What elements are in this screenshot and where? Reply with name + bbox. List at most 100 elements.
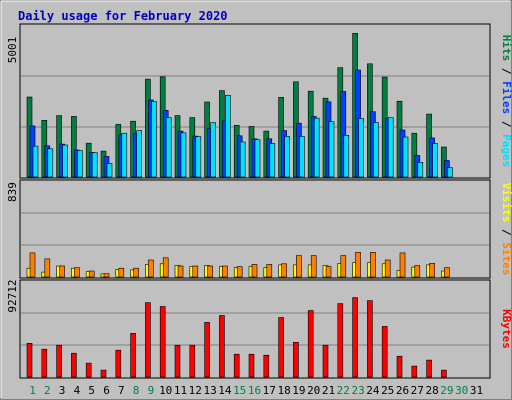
sites-bar <box>118 267 125 278</box>
pages-bar <box>269 143 276 178</box>
pages-bar <box>32 145 39 178</box>
kbytes-bar <box>26 342 33 378</box>
sites-bar <box>162 257 169 278</box>
day-label: 16 <box>248 384 261 397</box>
kbytes-bar <box>307 310 314 378</box>
day-label: 24 <box>366 384 380 397</box>
kbytes-bar <box>100 369 107 378</box>
sites-bar <box>192 265 199 278</box>
panel-bottom <box>19 279 491 379</box>
day-label: 9 <box>148 384 155 397</box>
day-label: 23 <box>351 384 364 397</box>
sites-bar <box>44 258 51 278</box>
day-label: 10 <box>159 384 172 397</box>
pages-bar <box>284 136 290 178</box>
kbytes-bar <box>174 344 181 378</box>
day-label: 2 <box>44 384 51 397</box>
kbytes-bar <box>233 353 240 378</box>
sites-bar <box>266 264 273 278</box>
day-label: 14 <box>218 384 232 397</box>
pages-bar <box>313 117 320 178</box>
kbytes-bar <box>381 326 388 378</box>
pages-bar <box>447 167 453 178</box>
chart-title: Daily usage for February 2020 <box>18 9 228 23</box>
pages-bar <box>343 135 350 178</box>
kbytes-bar <box>367 300 373 378</box>
kbytes-bar <box>263 354 270 378</box>
middle-max-label: 839 <box>6 182 19 202</box>
kbytes-bar <box>411 365 418 378</box>
bars-middle <box>26 252 450 278</box>
pages-bar <box>91 152 98 178</box>
kbytes-bar <box>426 359 432 378</box>
kbytes-bar <box>71 352 77 378</box>
kbytes-bar <box>145 302 151 378</box>
kbytes-bar <box>41 348 48 378</box>
bars-top <box>26 32 453 178</box>
sites-bar <box>29 252 36 278</box>
sites-bar <box>384 259 391 278</box>
day-label: 21 <box>322 384 335 397</box>
sites-bar <box>148 259 154 278</box>
legend-separator: / <box>500 222 512 242</box>
pages-bar <box>402 136 409 178</box>
kbytes-bar <box>352 297 358 378</box>
sites-bar <box>325 266 332 278</box>
day-label: 13 <box>203 384 216 397</box>
sites-bar <box>444 267 450 278</box>
day-label: 18 <box>277 384 290 397</box>
pages-bar <box>180 132 187 178</box>
sites-legend: Sites <box>500 242 512 275</box>
panel-middle <box>19 179 491 279</box>
pages-bar <box>358 118 364 178</box>
kbytes-bar <box>130 332 136 378</box>
sites-bar <box>370 252 376 278</box>
files-bar <box>340 91 347 178</box>
hits-bar <box>71 116 77 178</box>
day-label: 1 <box>29 384 36 397</box>
pages-bar <box>239 141 246 178</box>
sites-bar <box>222 265 228 278</box>
middle-series-label: Visits / Sites <box>500 183 512 276</box>
kbytes-bar <box>56 344 62 378</box>
files-legend: Files <box>500 81 512 114</box>
pages-legend: Pages <box>500 134 512 167</box>
day-label: 30 <box>455 384 468 397</box>
pages-bar <box>47 148 54 178</box>
kbytes-bar <box>115 349 122 378</box>
day-label: 22 <box>337 384 350 397</box>
kbytes-bar <box>293 341 299 378</box>
pages-bar <box>106 163 113 178</box>
pages-bar <box>417 162 424 178</box>
pages-bar <box>121 132 128 178</box>
day-label: 19 <box>292 384 305 397</box>
pages-bar <box>373 122 379 178</box>
day-label: 6 <box>103 384 110 397</box>
sites-bar <box>340 255 347 278</box>
day-label: 5 <box>88 384 95 397</box>
pages-bar <box>62 144 68 178</box>
sites-bar <box>399 252 406 278</box>
kbytes-bar <box>189 344 196 378</box>
top-series-label: Hits / Files / Pages <box>500 35 512 168</box>
day-label: 31 <box>470 384 483 397</box>
legend-separator: / <box>500 114 512 134</box>
kbytes-bar <box>159 306 166 378</box>
day-label: 15 <box>233 384 246 397</box>
kbytes-bar <box>278 317 284 378</box>
kbytes-bar <box>204 322 210 378</box>
day-label: 29 <box>440 384 453 397</box>
kbytes-legend: KBytes <box>500 309 512 349</box>
pages-bar <box>299 136 305 178</box>
pages-bar <box>225 95 231 178</box>
sites-bar <box>355 252 361 278</box>
day-label: 17 <box>263 384 276 397</box>
day-label: 12 <box>189 384 202 397</box>
kbytes-bar <box>322 344 329 378</box>
kbytes-bar <box>248 353 255 378</box>
pages-bar <box>254 139 261 178</box>
day-label: 11 <box>174 384 187 397</box>
pages-bar <box>432 143 438 178</box>
